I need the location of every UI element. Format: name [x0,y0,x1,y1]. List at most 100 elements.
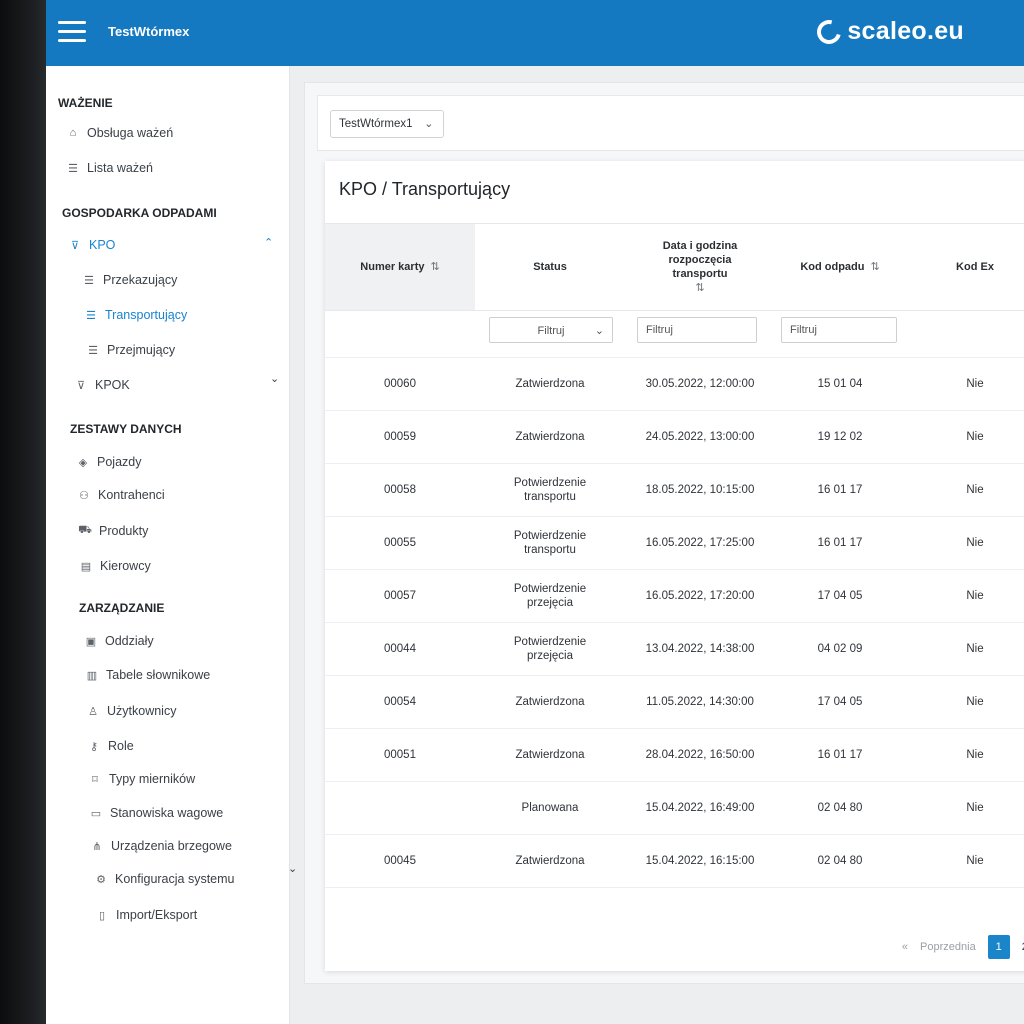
sidebar-item-label: KPOK [95,378,130,392]
table-row[interactable]: 00055 Potwierdzenie transportu 16.05.2022,… [325,516,1024,569]
column-header-numer-karty[interactable]: Numer karty ⇅ [325,224,475,310]
sidebar-item-label: Tabele słownikowe [106,668,211,682]
date-filter-input[interactable] [637,317,757,343]
app-title: TestWtórmex [108,24,190,39]
sidebar-item-import-eksport[interactable]: ▯ Import/Eksport [95,908,197,922]
cell-data-transportu: 28.04.2022, 16:50:00 [645,749,755,761]
cell-kod-ex: Nie [966,696,984,708]
cell-kod-ex: Nie [966,855,984,867]
list-icon: ☰ [68,162,78,175]
sidebar-item-urzadzenia-brzegowe[interactable]: ⋔ Urządzenia brzegowe [90,839,232,853]
sidebar-item-label: Użytkownicy [107,704,177,718]
sidebar-item-przekazujacy[interactable]: ☰ Przekazujący [82,273,177,287]
user-icon: ♙ [88,705,98,718]
column-header-kod-odpadu[interactable]: Kod odpadu ⇅ [775,224,905,310]
first-page-button[interactable]: « [901,941,909,953]
cell-status: Potwierdzenie transportu [513,477,587,503]
list-icon: ☰ [88,344,98,357]
page-button-2[interactable]: 2 [1022,941,1024,953]
users-icon: ⚇ [79,489,89,502]
sidebar-item-pojazdy[interactable]: ◈ Pojazdy [76,455,142,469]
table-row[interactable]: 00051 Zatwierdzona 28.04.2022, 16:50:00 16 … [325,728,1024,781]
cell-numer-karty: 00044 [384,643,416,655]
table-row[interactable]: 00060 Zatwierdzona 30.05.2022, 12:00:00 15 … [325,357,1024,410]
sidebar-item-label: KPO [89,238,116,252]
chevron-down-icon: ⌄ [424,118,434,130]
sidebar-item-konfiguracja-systemu[interactable]: ⚙ Konfiguracja systemu [94,872,235,886]
id-card-icon: ▤ [80,560,92,573]
sidebar-item-role[interactable]: ⚷ Role [87,739,134,753]
cell-kod-ex: Nie [966,643,984,655]
home-icon: ⌂ [69,127,77,139]
sidebar-item-oddzialy[interactable]: ▣ Oddziały [84,634,154,648]
table-row[interactable]: 00054 Zatwierdzona 11.05.2022, 14:30:00 17 … [325,675,1024,728]
chevron-down-icon[interactable]: ⌄ [288,863,298,875]
sidebar-item-kpo[interactable]: ⊽ KPO [68,238,115,252]
column-header-status[interactable]: Status [475,224,625,310]
cell-kod-ex: Nie [966,431,984,443]
sidebar-item-label: Przekazujący [103,273,178,287]
sidebar-item-kpok[interactable]: ⊽ KPOK [74,378,130,392]
cart-icon: ⛟ [78,524,92,536]
cell-kod-odpadu: 15 01 04 [817,378,863,390]
sidebar-item-kontrahenci[interactable]: ⚇ Kontrahenci [77,488,165,502]
company-select-value: TestWtórmex1 [339,118,413,130]
waste-code-filter-input[interactable] [781,317,897,343]
device-bezel [0,0,48,1024]
main-content: TestWtórmex1 ⌄ KPO / Transportujący Nume… [304,82,1024,984]
table-row[interactable]: 00045 Zatwierdzona 15.04.2022, 16:15:00 02 … [325,834,1024,888]
monitor-icon: ▭ [90,807,102,820]
hamburger-menu-icon[interactable] [58,21,86,43]
sidebar-item-lista-wazen[interactable]: ☰ Lista ważeń [66,161,153,175]
cell-data-transportu: 18.05.2022, 10:15:00 [645,484,755,496]
sidebar-section-gospodarka-odpadami: GOSPODARKA ODPADAMI [62,206,217,220]
sidebar-item-transportujacy[interactable]: ☰ Transportujący [84,308,187,322]
pagination: « Poprzednia 1 2 ... [890,935,1024,959]
app-screen: TestWtórmex scaleo.eu WAŻENIE ⌂ Obsługa … [46,0,1024,1024]
file-icon: ▯ [98,909,106,922]
chevron-up-icon[interactable]: ⌃ [264,237,274,249]
previous-page-button[interactable]: Poprzednia [920,941,976,953]
cell-kod-ex: Nie [966,484,984,496]
gear-icon: ⚙ [96,873,106,886]
sidebar-item-typy-miernikow[interactable]: ⌑ Typy mierników [88,772,195,786]
sidebar-item-stanowiska-wagowe[interactable]: ▭ Stanowiska wagowe [89,806,223,820]
sidebar-item-label: Konfiguracja systemu [115,872,235,886]
table-row[interactable]: 00058 Potwierdzenie transportu 18.05.2022,… [325,463,1024,516]
sidebar-item-produkty[interactable]: ⛟ Produkty [78,524,148,538]
brand-logo[interactable]: scaleo.eu [812,15,964,48]
cell-numer-karty: 00051 [384,749,416,761]
cell-numer-karty: 00058 [384,484,416,496]
sidebar-item-uzytkownicy[interactable]: ♙ Użytkownicy [86,704,176,718]
sidebar-item-kierowcy[interactable]: ▤ Kierowcy [79,559,151,573]
column-header-data[interactable]: Data i godzina rozpoczęcia transportu ⇅ [625,224,775,310]
column-header-kod-ex[interactable]: Kod Ex [905,224,1024,310]
sidebar-item-label: Produkty [99,524,149,538]
table-header: Numer karty ⇅ Status Data i godzina rozp… [325,223,1024,311]
cell-kod-odpadu: 02 04 80 [817,802,863,814]
sidebar-item-label: Obsługa ważeń [87,126,174,140]
sidebar-item-label: Pojazdy [97,455,142,469]
chevron-down-icon[interactable]: ⌄ [270,373,280,385]
sort-icon[interactable]: ⇅ [695,282,705,294]
cell-data-transportu: 16.05.2022, 17:20:00 [645,590,755,602]
sidebar-item-label: Stanowiska wagowe [110,806,224,820]
table-row[interactable]: Planowana 15.04.2022, 16:49:00 02 04 80 Nie [325,781,1024,834]
cell-status: Planowana [521,802,579,814]
sidebar-item-przejmujacy[interactable]: ☰ Przejmujący [86,343,175,357]
company-select[interactable]: TestWtórmex1 ⌄ [330,110,444,138]
cell-kod-ex: Nie [966,378,984,390]
cell-data-transportu: 24.05.2022, 13:00:00 [645,431,755,443]
top-bar: TestWtórmex scaleo.eu [46,0,1024,66]
sort-icon[interactable]: ⇅ [430,261,440,273]
status-filter-select[interactable]: Filtruj ⌄ [489,317,613,343]
table-row[interactable]: 00059 Zatwierdzona 24.05.2022, 13:00:00 19 … [325,410,1024,463]
table-row[interactable]: 00044 Potwierdzenie przejęcia 13.04.2022, … [325,622,1024,675]
kpo-table-card: KPO / Transportujący Numer karty ⇅ Statu… [325,161,1024,971]
sidebar-item-obsluga-wazen[interactable]: ⌂ Obsługa ważeń [66,126,174,140]
page-button-1[interactable]: 1 [987,935,1010,959]
sidebar-item-tabele-slownikowe[interactable]: ▥ Tabele słownikowe [85,668,210,682]
sort-icon[interactable]: ⇅ [870,261,880,273]
cell-kod-odpadu: 04 02 09 [817,643,863,655]
table-row[interactable]: 00057 Potwierdzenie przejęcia 16.05.2022, … [325,569,1024,622]
